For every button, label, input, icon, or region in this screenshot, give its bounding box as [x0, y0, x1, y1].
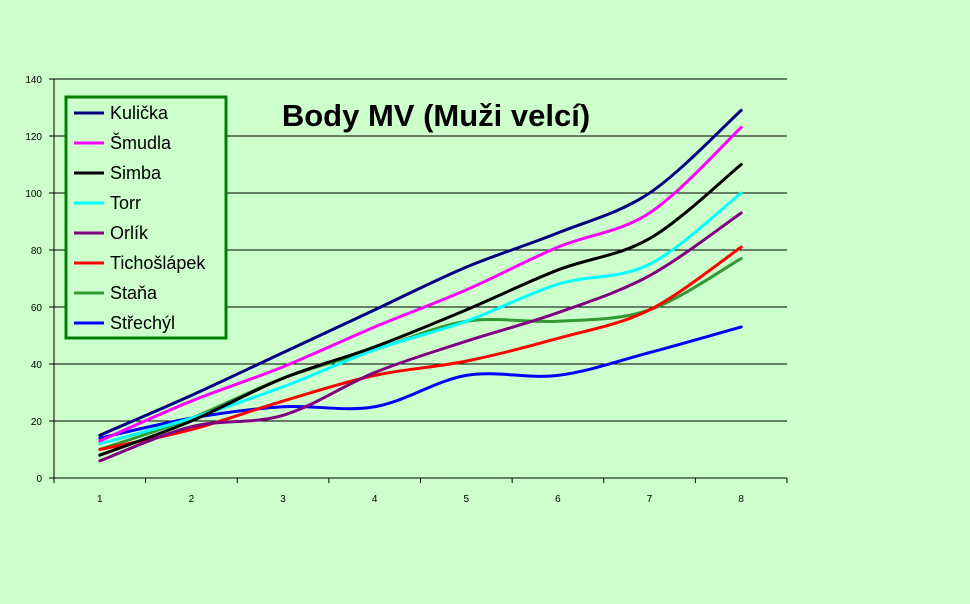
- series-line-orlik: [98, 211, 743, 463]
- y-tick-label: 120: [25, 132, 42, 143]
- x-tick-label: 5: [464, 494, 470, 505]
- x-tick-label: 4: [372, 494, 378, 505]
- y-tick-label: 0: [36, 474, 42, 485]
- series-lines: [98, 108, 743, 463]
- y-tick-label: 140: [25, 75, 42, 86]
- legend-label-tichoslapek: Tichošlápek: [110, 253, 206, 273]
- x-tick-label: 2: [189, 494, 195, 505]
- legend-label-smudla: Šmudla: [110, 132, 172, 153]
- legend-label-strechyl: Střechýl: [110, 313, 175, 333]
- y-tick-label: 20: [31, 417, 43, 428]
- y-tick-label: 40: [31, 360, 43, 371]
- legend-label-kulicka: Kulička: [110, 103, 169, 123]
- chart-title: Body MV (Muži velcí): [282, 98, 590, 133]
- x-tick-label: 6: [555, 494, 561, 505]
- x-tick-label: 7: [647, 494, 653, 505]
- x-tick-label: 8: [738, 494, 744, 505]
- legend-label-orlik: Orlík: [110, 223, 149, 243]
- legend: Kulička Šmudla Simba Torr Orlík Tichošlápek St…: [64, 95, 228, 340]
- series-line-tichoslapek: [98, 245, 743, 451]
- x-tick-label: 3: [280, 494, 286, 505]
- series-line-simba: [98, 163, 743, 457]
- y-tick-label: 60: [31, 303, 43, 314]
- y-tick-label: 100: [25, 189, 42, 200]
- x-tick-label: 1: [97, 494, 103, 505]
- axes: 0 20 40 60 80 100 120 140 1 2 3 4 5 6 7 8: [25, 75, 788, 505]
- legend-label-stana: Staňa: [110, 283, 158, 303]
- legend-label-torr: Torr: [110, 193, 141, 213]
- series-line-smudla: [98, 125, 743, 443]
- legend-label-simba: Simba: [110, 163, 162, 183]
- y-tick-label: 80: [31, 246, 43, 257]
- series-line-kulicka: [98, 108, 743, 437]
- legend-box: [64, 95, 228, 340]
